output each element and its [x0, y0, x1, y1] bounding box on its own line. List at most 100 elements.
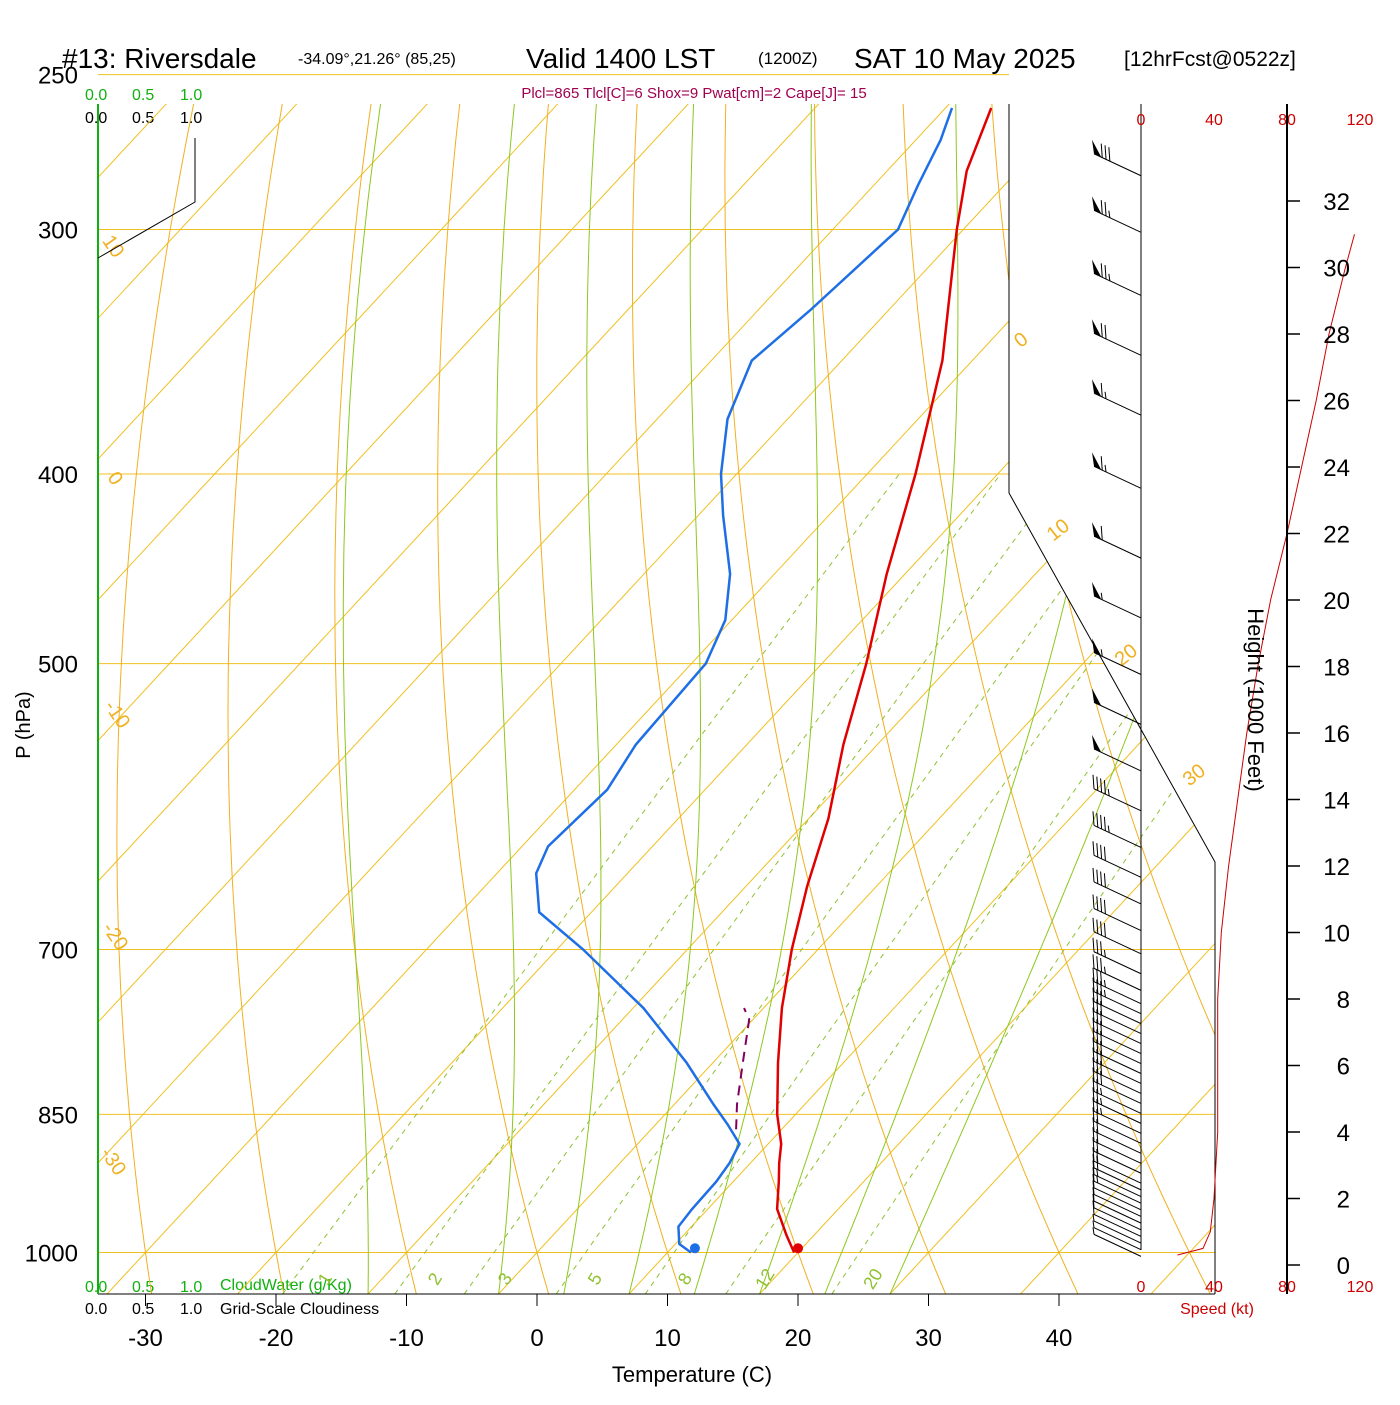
wind-barb: [1092, 581, 1142, 619]
isotherm: [367, 104, 1215, 1294]
height-tick: 24: [1323, 455, 1350, 482]
wind-barb: [1092, 522, 1142, 559]
cloudwater-label: CloudWater (g/Kg): [220, 1277, 352, 1294]
wind-barb: [1092, 196, 1142, 233]
mixing-ratio-label: 5: [584, 1269, 606, 1288]
cloud-top-black-1: 0.5: [132, 110, 154, 127]
wind-barb: [1092, 1147, 1142, 1184]
dry-adiabats: [116, 104, 1215, 1294]
height-tick: 22: [1323, 522, 1350, 549]
dry-adiabat-label: 10: [1043, 515, 1074, 546]
wind-barb: [1092, 1214, 1142, 1244]
isotherm: [98, 104, 748, 1294]
wind-barb: [1092, 1107, 1142, 1144]
height-tick: 32: [1323, 189, 1350, 216]
wind-barb: [1092, 259, 1142, 296]
height-tick: 26: [1323, 389, 1350, 416]
isotherm: [98, 104, 879, 1294]
mixing-ratio-line: [555, 473, 1147, 1294]
wind-barb: [1092, 319, 1142, 356]
mixing-ratio-line: [831, 473, 1215, 1294]
speed-tick-bottom: 120: [1347, 1279, 1374, 1296]
mixing-ratio-line: [394, 473, 1002, 1294]
isotherm: [237, 104, 1215, 1294]
cloud-bot-black-1: 0.5: [132, 1301, 154, 1318]
wind-barb: [1092, 1220, 1142, 1251]
isotherm-label: 0: [103, 468, 127, 490]
wind-barb: [1092, 1137, 1142, 1174]
isotherm: [98, 104, 357, 1294]
wind-barbs: [1092, 139, 1142, 1257]
height-tick: 30: [1323, 256, 1350, 283]
isotherm: [106, 104, 1215, 1294]
wind-barb: [1092, 937, 1142, 975]
pressure-tick: 500: [38, 652, 78, 679]
x-axis-label: Temperature (C): [612, 1362, 772, 1387]
isotherm: [889, 104, 1215, 1294]
mixing-ratio-lines: [282, 473, 1215, 1294]
wind-barb: [1092, 1127, 1142, 1164]
mixing-ratio-label: 8: [674, 1269, 696, 1288]
wind-barb: [1092, 1077, 1142, 1114]
pressure-tick: 250: [38, 63, 78, 90]
wind-barb: [1092, 1117, 1142, 1154]
speed-axis-label: Speed (kt): [1180, 1301, 1254, 1318]
surface-dewpoint-dot: [689, 1243, 700, 1254]
wind-barb: [1092, 987, 1142, 1025]
wind-barb: [1092, 841, 1142, 878]
pressure-tick: 400: [38, 462, 78, 489]
isotherm: [98, 104, 1009, 1294]
isotherm: [1150, 104, 1215, 1294]
wind-barb: [1092, 1227, 1142, 1257]
pressure-tick: 850: [38, 1102, 78, 1129]
wind-barb: [1092, 638, 1142, 675]
temperature-tick: 30: [915, 1325, 942, 1352]
station-title: #13: Riversdale: [62, 43, 257, 74]
isobar-lines: [98, 74, 1215, 1253]
moist-adiabats: [342, 104, 1215, 1294]
height-tick: 28: [1323, 322, 1350, 349]
wind-barb: [1092, 967, 1142, 1005]
dry-adiabat: [1161, 104, 1215, 1294]
isotherm: [759, 104, 1215, 1294]
isotherm: [98, 104, 487, 1294]
speed-tick-top: 0: [1137, 112, 1146, 129]
speed-tick-bottom: 40: [1205, 1279, 1223, 1296]
temperature-tick: 10: [654, 1325, 681, 1352]
mixing-ratio-line: [644, 473, 1215, 1294]
dry-adiabat: [334, 104, 417, 1294]
wind-barb: [1092, 1057, 1142, 1094]
isotherm: [498, 104, 1215, 1294]
parcel-line: [735, 1007, 751, 1130]
cloud-top-green-0: 0.0: [85, 87, 107, 104]
isotherm-label: 10: [98, 231, 129, 262]
frame-right-edge: [1008, 104, 1216, 1294]
wind-barb: [1092, 774, 1142, 812]
pressure-tick: 700: [38, 937, 78, 964]
wind-barb: [1092, 977, 1142, 1015]
speed-tick-bottom: 0: [1137, 1279, 1146, 1296]
dry-adiabat: [632, 104, 814, 1294]
moist-adiabat: [628, 104, 701, 1294]
speed-tick-top: 40: [1205, 112, 1223, 129]
valid-time: Valid 1400 LST: [526, 43, 715, 74]
moist-adiabat: [563, 104, 602, 1294]
wind-barb: [1092, 734, 1142, 772]
moist-adiabat: [889, 104, 1215, 1294]
temperature-tick: 40: [1046, 1325, 1073, 1352]
wind-barb: [1092, 811, 1142, 848]
pressure-tick: 300: [38, 218, 78, 245]
temperature-tick: -20: [259, 1325, 294, 1352]
height-tick: 12: [1323, 854, 1350, 881]
cloud-top-green-1: 0.5: [132, 87, 154, 104]
isotherm: [628, 104, 1215, 1294]
pressure-axis: 250 300 400 500 700 850 1000: [25, 63, 78, 1268]
mixing-ratio-label: 2: [424, 1269, 446, 1288]
utc-time: (1200Z): [758, 49, 818, 68]
wind-barb: [1092, 917, 1142, 955]
dry-adiabat-label: 30: [1179, 760, 1210, 791]
forecast-info: [12hrFcst@0522z]: [1124, 48, 1296, 71]
